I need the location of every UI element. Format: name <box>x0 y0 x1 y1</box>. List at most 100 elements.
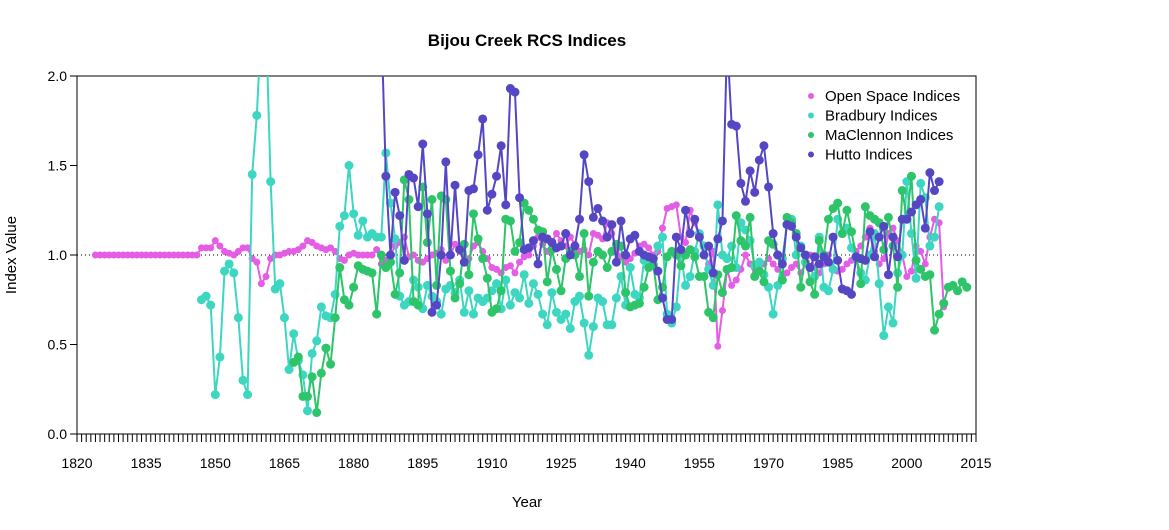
data-point <box>455 279 465 289</box>
x-tick-label: 1835 <box>131 455 162 471</box>
data-point <box>870 252 880 262</box>
data-point <box>856 279 866 289</box>
data-point <box>528 279 538 289</box>
data-point <box>653 266 663 276</box>
data-point <box>598 250 608 260</box>
data-point <box>676 261 686 271</box>
data-point <box>602 263 612 273</box>
data-point <box>510 87 520 97</box>
data-point <box>441 195 451 205</box>
data-point <box>422 209 432 219</box>
data-point <box>368 251 376 259</box>
x-tick-label: 1895 <box>407 455 438 471</box>
data-point <box>316 302 326 312</box>
data-point <box>542 277 552 287</box>
data-point <box>193 251 201 259</box>
data-point <box>810 289 820 299</box>
data-point <box>224 259 234 269</box>
data-point <box>740 241 750 251</box>
data-point <box>220 266 230 276</box>
x-tick-label: 1850 <box>200 455 231 471</box>
x-tick-label: 1940 <box>615 455 646 471</box>
data-point <box>630 230 640 240</box>
data-point <box>468 309 478 319</box>
data-point <box>645 244 653 252</box>
data-point <box>445 266 455 276</box>
data-point <box>611 257 621 267</box>
data-point <box>525 251 533 259</box>
data-point <box>754 266 764 276</box>
data-point <box>516 258 524 266</box>
data-point <box>312 336 322 346</box>
data-point <box>404 195 414 205</box>
data-point <box>930 232 940 242</box>
data-point <box>791 232 801 242</box>
data-point <box>436 309 446 319</box>
data-point <box>445 250 455 260</box>
data-point <box>533 259 543 269</box>
data-point <box>565 250 575 260</box>
data-point <box>659 224 666 232</box>
x-tick-label: 1880 <box>338 455 369 471</box>
data-point <box>468 209 478 219</box>
data-point <box>510 246 520 256</box>
data-point <box>303 391 313 401</box>
data-point <box>611 293 621 303</box>
data-point <box>372 309 382 319</box>
data-point <box>699 250 709 260</box>
data-point <box>565 323 575 333</box>
data-point <box>602 232 612 242</box>
series-layer <box>91 76 972 418</box>
series-hutto-indices <box>381 76 944 324</box>
x-tick-label: 1955 <box>684 455 715 471</box>
data-point <box>685 245 695 255</box>
data-point <box>621 250 631 260</box>
data-point <box>838 265 846 273</box>
data-point <box>731 121 741 131</box>
data-point <box>893 252 903 262</box>
data-point <box>708 313 718 323</box>
data-point <box>588 212 598 222</box>
data-point <box>207 244 215 252</box>
legend-label: MaClennon Indices <box>825 127 953 144</box>
legend-marker <box>808 93 814 99</box>
data-point <box>307 372 317 382</box>
data-point <box>699 271 709 281</box>
data-point <box>482 273 492 283</box>
data-point <box>865 227 875 237</box>
data-point <box>473 234 483 244</box>
data-point <box>556 286 566 296</box>
data-point <box>934 177 944 187</box>
data-point <box>953 286 963 296</box>
data-point <box>422 237 432 247</box>
data-point <box>930 325 940 335</box>
data-point <box>418 139 428 149</box>
data-point <box>528 236 538 246</box>
data-point <box>257 280 265 288</box>
data-point <box>740 196 750 206</box>
data-point <box>750 187 760 197</box>
data-point <box>561 309 571 319</box>
data-point <box>464 270 474 280</box>
data-point <box>252 110 262 120</box>
data-point <box>916 178 926 188</box>
data-point <box>579 150 589 160</box>
data-point <box>353 230 363 240</box>
data-point <box>962 282 972 292</box>
data-point <box>837 229 847 239</box>
data-point <box>206 300 216 310</box>
data-point <box>880 255 888 263</box>
data-point <box>487 189 497 199</box>
data-point <box>335 221 345 231</box>
data-point <box>682 238 690 246</box>
data-point <box>598 216 608 226</box>
data-point <box>459 307 469 317</box>
data-point <box>284 365 294 375</box>
data-point <box>279 313 289 323</box>
data-point <box>584 177 594 187</box>
data-point <box>658 232 667 242</box>
legend-label: Open Space Indices <box>825 88 960 105</box>
data-point <box>381 171 391 181</box>
data-point <box>386 257 395 267</box>
